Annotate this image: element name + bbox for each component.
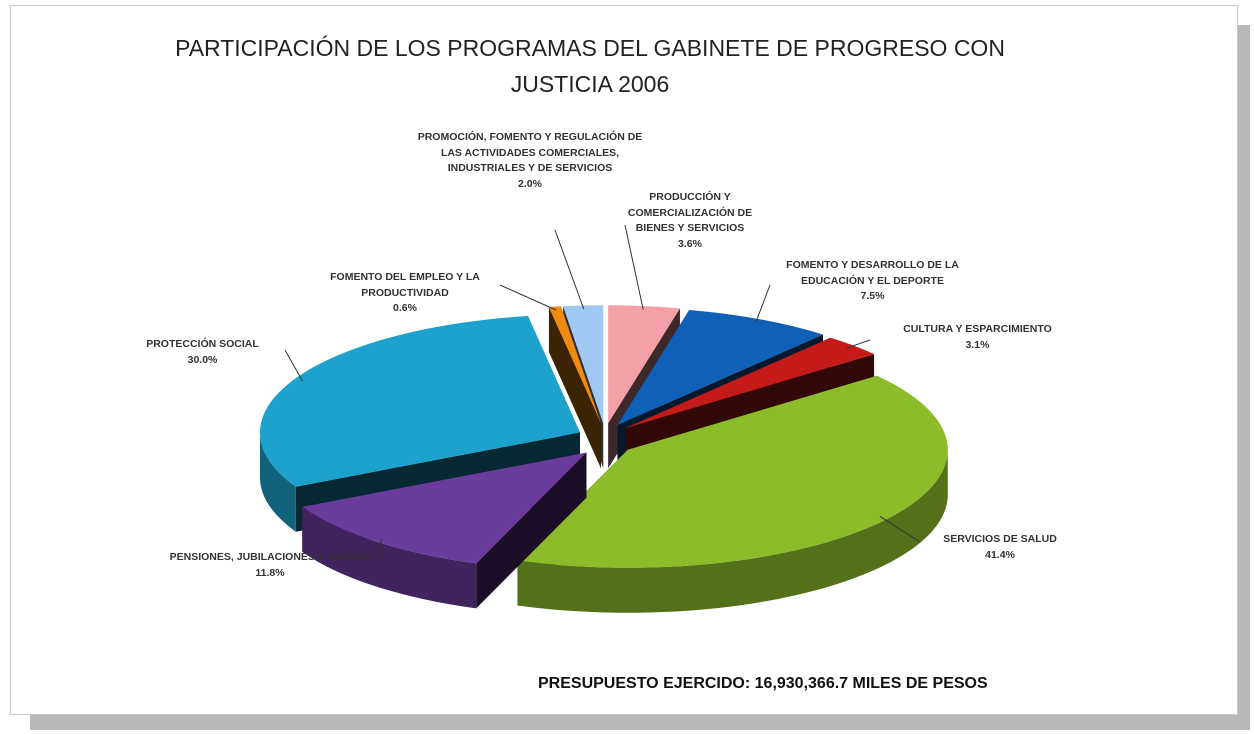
label-text: PRODUCCIÓN Y COMERCIALIZACIÓN DE BIENES … (627, 191, 753, 234)
label-text: 41.4% (985, 548, 1015, 561)
label-text: 0.6% (393, 302, 417, 314)
label-text: FOMENTO Y DESARROLLO DE LA EDUCACIÓN Y E… (786, 259, 959, 287)
data-label: CULTURA Y ESPARCIMIENTO 3.1% (870, 322, 1085, 353)
slice (548, 306, 601, 424)
data-label: FOMENTO DEL EMPLEO Y LA PRODUCTIVIDAD 0.6… (300, 270, 510, 317)
chart-title: PARTICIPACIÓN DE LOS PROGRAMAS DEL GABIN… (175, 35, 1005, 97)
footnote: PRESUPUESTO EJERCIDO: 16,930,366.7 MILES… (538, 675, 988, 692)
data-label: PROTECCIÓN SOCIAL 30.0% (120, 337, 285, 368)
label-text: FOMENTO DEL EMPLEO Y LA PRODUCTIVIDAD (330, 271, 480, 299)
data-label: SERVICIOS DE SALUD 41.4% (915, 532, 1085, 563)
slice-side (302, 506, 477, 609)
label-text: CULTURA Y ESPARCIMIENTO (903, 323, 1052, 335)
leader-line (879, 516, 921, 543)
slice (624, 337, 875, 429)
label-text: PROTECCIÓN SOCIAL (146, 338, 259, 350)
slice (563, 305, 604, 424)
slice-side (517, 449, 948, 613)
slice-side (259, 432, 296, 532)
slice (617, 309, 823, 425)
data-label: PRODUCCIÓN Y COMERCIALIZACIÓN DE BIENES … (610, 190, 770, 252)
leader-line (379, 538, 382, 561)
label-text: PENSIONES, JUBILACIONES Y AYUDAS (169, 551, 371, 563)
slice (608, 305, 680, 424)
data-label: PENSIONES, JUBILACIONES Y AYUDAS 11.8% (160, 550, 380, 581)
slice (302, 452, 587, 564)
label-text: 2.0% (518, 177, 542, 190)
data-label: PROMOCIÓN, FOMENTO Y REGULACIÓN DE LAS A… (410, 130, 650, 192)
leader-line (284, 349, 303, 382)
label-text: 30.0% (187, 353, 218, 366)
leader-line (755, 284, 771, 323)
label-text: 3.6% (678, 237, 702, 250)
label-text: SERVICIOS DE SALUD (943, 533, 1057, 545)
leader-line (554, 229, 585, 310)
leader-line (846, 339, 871, 349)
leader-line (499, 284, 557, 311)
slice (259, 316, 580, 487)
label-text: PROMOCIÓN, FOMENTO Y REGULACIÓN DE LAS A… (417, 131, 643, 174)
data-label: FOMENTO Y DESARROLLO DE LA EDUCACIÓN Y E… (760, 258, 985, 305)
label-text: 3.1% (965, 338, 990, 351)
label-text: 7.5% (860, 290, 885, 302)
leader-line (624, 224, 644, 310)
label-text: 11.8% (255, 566, 285, 579)
slice (517, 375, 948, 568)
